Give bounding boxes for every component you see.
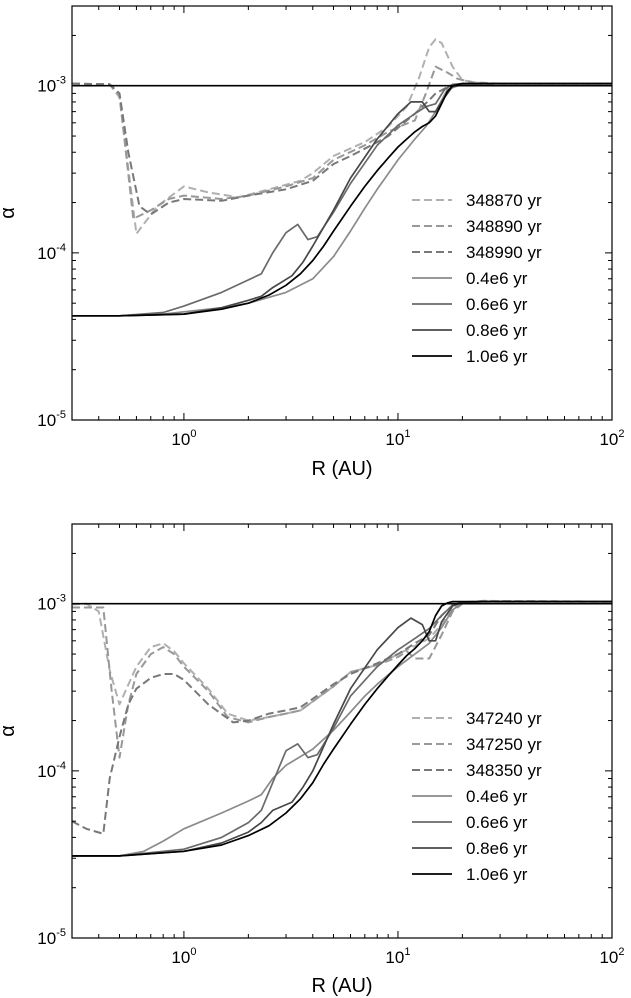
legend-label: 0.6e6 yr [466,813,528,832]
x-tick-label: 101 [385,428,410,449]
legend-label: 348890 yr [466,217,542,236]
x-tick-label: 100 [171,428,196,449]
legend-label: 0.4e6 yr [466,269,528,288]
legend-label: 0.8e6 yr [466,839,528,858]
x-tick-label: 101 [385,946,410,967]
legend-label: 1.0e6 yr [466,865,528,884]
legend: 347240 yr 347250 yr 348350 yr 0.4e6 yr 0.6e6… [412,709,542,884]
series-line-348890-yr [72,65,612,220]
x-axis-label: R (AU) [311,458,372,480]
series-line-348990-yr [72,82,612,216]
legend-label: 0.4e6 yr [466,787,528,806]
legend-label: 0.8e6 yr [466,321,528,340]
series-line-347240-yr [72,599,612,722]
series-line-0_4e6-yr [72,600,612,857]
plot-frame [71,523,613,939]
y-axis-label: α [0,207,19,219]
legend-label: 348990 yr [466,243,542,262]
y-tick-label: 10-3 [37,593,66,614]
legend-label: 347250 yr [466,735,542,754]
series-line-0_6e6-yr [72,82,612,317]
legend-label: 348350 yr [466,761,542,780]
series-line-348350-yr [72,600,612,835]
legend: 348870 yr 348890 yr 348990 yr 0.4e6 yr 0.6e6… [412,191,542,366]
y-tick-label: 10-4 [37,760,66,781]
x-tick-label: 102 [599,946,624,967]
x-tick-label: 102 [599,428,624,449]
x-axis-label: R (AU) [311,975,372,997]
y-tick-label: 10-5 [37,927,66,948]
series-lines [72,38,612,317]
legend-label: 0.6e6 yr [466,295,528,314]
y-tick-label: 10-5 [37,409,66,430]
legend-label: 348870 yr [466,191,542,210]
y-axis-label: α [0,725,19,737]
legend-label: 347240 yr [466,709,542,728]
series-line-1_0e6-yr [72,600,612,857]
x-tick-label: 100 [171,946,196,967]
plot-frame [71,5,613,421]
y-tick-label: 10-4 [37,242,66,263]
series-line-0_8e6-yr [72,600,612,857]
series-line-1_0e6-yr [72,82,612,317]
series-lines [72,599,612,857]
series-line-0_6e6-yr [72,600,612,857]
series-line-347250-yr [72,599,612,759]
legend-label: 1.0e6 yr [466,347,528,366]
y-tick-label: 10-3 [37,75,66,96]
series-line-348870-yr [72,38,612,235]
